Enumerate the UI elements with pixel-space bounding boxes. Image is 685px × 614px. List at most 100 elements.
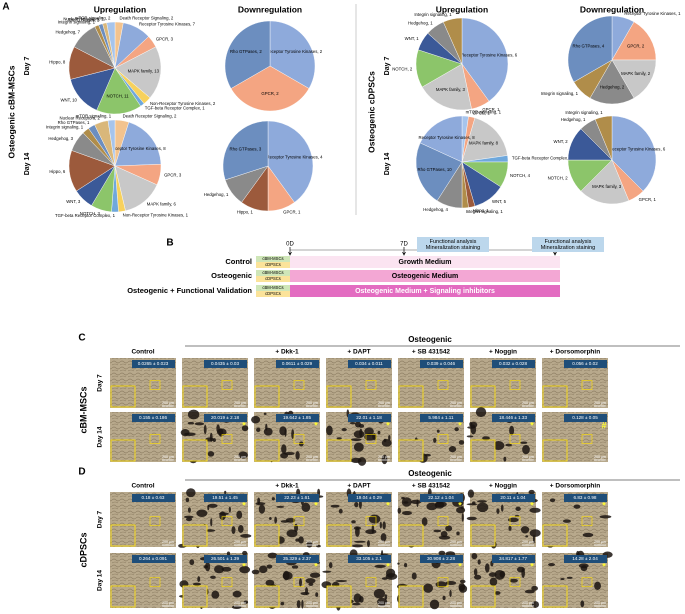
mineral-nodule [322,570,332,573]
mineral-nodule [211,590,220,599]
value-box [276,494,319,502]
scale-bar: 200 μm [450,540,462,544]
pie-slice [567,15,613,83]
value-text: 20.019 ± 2.18 [211,415,240,420]
analysis-box [417,237,489,252]
cell-text: cDPSCs [265,262,281,267]
pie-slice [594,115,613,161]
column-title: Downregulation [580,4,644,14]
scale-bar: 200 μm [378,601,390,605]
value-box [492,414,535,422]
slice-label: Rho GTPases, 1 [68,18,100,23]
mineral-nodule [210,575,216,579]
inset [542,385,568,408]
slice-label: MAPK family, 3 [436,87,466,92]
mineral-nodule [357,457,367,466]
row-label: Day 14 [97,570,104,591]
cell-text: cBM-MSCs [262,256,283,261]
row-label: Day 14 [384,153,391,176]
mineral-nodule [224,490,227,495]
mineral-nodule [599,515,612,519]
mineral-nodule [522,444,530,455]
inset [182,385,208,408]
value-box [348,555,391,563]
mineral-nodule [373,588,385,599]
group-title: Osteogenic [408,335,452,344]
value-box [204,494,247,502]
mineral-nodule [271,497,275,501]
mineral-nodule [315,592,319,597]
mineral-nodule [228,506,231,513]
value-text: 0.039 ± 0.046 [427,361,456,366]
mineral-nodule [435,581,447,588]
analysis-text: Mineralization staining [541,245,595,251]
mineral-nodule [458,584,468,593]
group-label: Osteogenic cDPSCs [366,71,376,153]
mineral-nodule [449,589,452,598]
mineral-nodule [187,507,191,513]
mineral-nodule [424,453,431,457]
scale-bar: 200 μm [522,540,534,544]
mineral-nodule [473,568,478,576]
pie-slice [589,59,635,105]
slice-label: mTOR signaling, 2 [75,15,111,20]
mineral-nodule [338,508,343,514]
mineral-nodule [489,577,498,586]
mineral-nodule [280,601,285,606]
value-text: 19.642 ± 1.85 [283,415,312,420]
mineral-nodule [203,424,207,435]
pie-slice [580,159,630,205]
mineral-nodule [578,563,589,569]
mineral-nodule [368,514,381,524]
panel-letter: A [2,2,9,13]
mineral-nodule [194,422,205,426]
mineral-nodule [276,505,285,508]
slice-label: Hedgehog, 2 [600,84,625,89]
scale-bar: 200 μm [378,401,390,405]
slice-label: GPCR, 3 [164,173,182,178]
zoom-box [509,380,521,390]
slice-label: Hedgehog, 3 [48,136,73,141]
pie-slice [222,120,269,181]
mineral-nodule [197,576,201,583]
slice-label: MAPK family, 8 [469,140,499,145]
mineral-nodule [529,529,541,537]
slice-label: Integrin signaling, 1 [414,12,452,17]
value-text: 20.11 ± 1.04 [500,495,526,500]
pie-slice [611,59,657,99]
value-box [492,555,535,563]
mineral-nodule [573,504,581,509]
mineral-nodule [367,540,370,548]
inset [254,385,280,408]
mineral-nodule [364,427,374,436]
column-title: + Dkk-1 [275,349,299,356]
time-arrow [288,247,292,256]
inset [398,524,424,547]
scale-bar: 200 μm [594,540,606,544]
value-box [348,360,391,368]
mineral-nodule [285,517,296,523]
slice-label: Hedgehog, 7 [55,29,80,34]
mineral-nodule [295,538,300,542]
slice-label: WNT, 10 [60,98,77,103]
inset [110,439,136,462]
mineral-nodule [442,595,446,601]
mineral-nodule [239,566,251,574]
mineral-nodule [445,581,457,586]
slice-label: Integrin signaling, 1 [565,110,603,115]
scale-bar: 200 μm [378,540,390,544]
mineral-nodule [524,589,535,594]
mineral-nodule [236,510,243,519]
slice-label: Integrin signaling, 1 [466,209,504,214]
mineral-nodule [354,501,359,508]
zoom-box [509,434,521,444]
mineral-nodule [470,421,478,428]
mineral-nodule [296,600,301,609]
mineral-nodule [531,585,538,591]
slice-label: TGF-beta Receptor Complex, 1 [145,105,206,110]
significance-mark: * [314,561,318,571]
value-text: 18.446 ± 1.33 [499,415,528,420]
scale-bar: 200 μm [450,455,462,459]
mineral-nodule [508,525,512,531]
mineral-nodule [377,597,388,606]
